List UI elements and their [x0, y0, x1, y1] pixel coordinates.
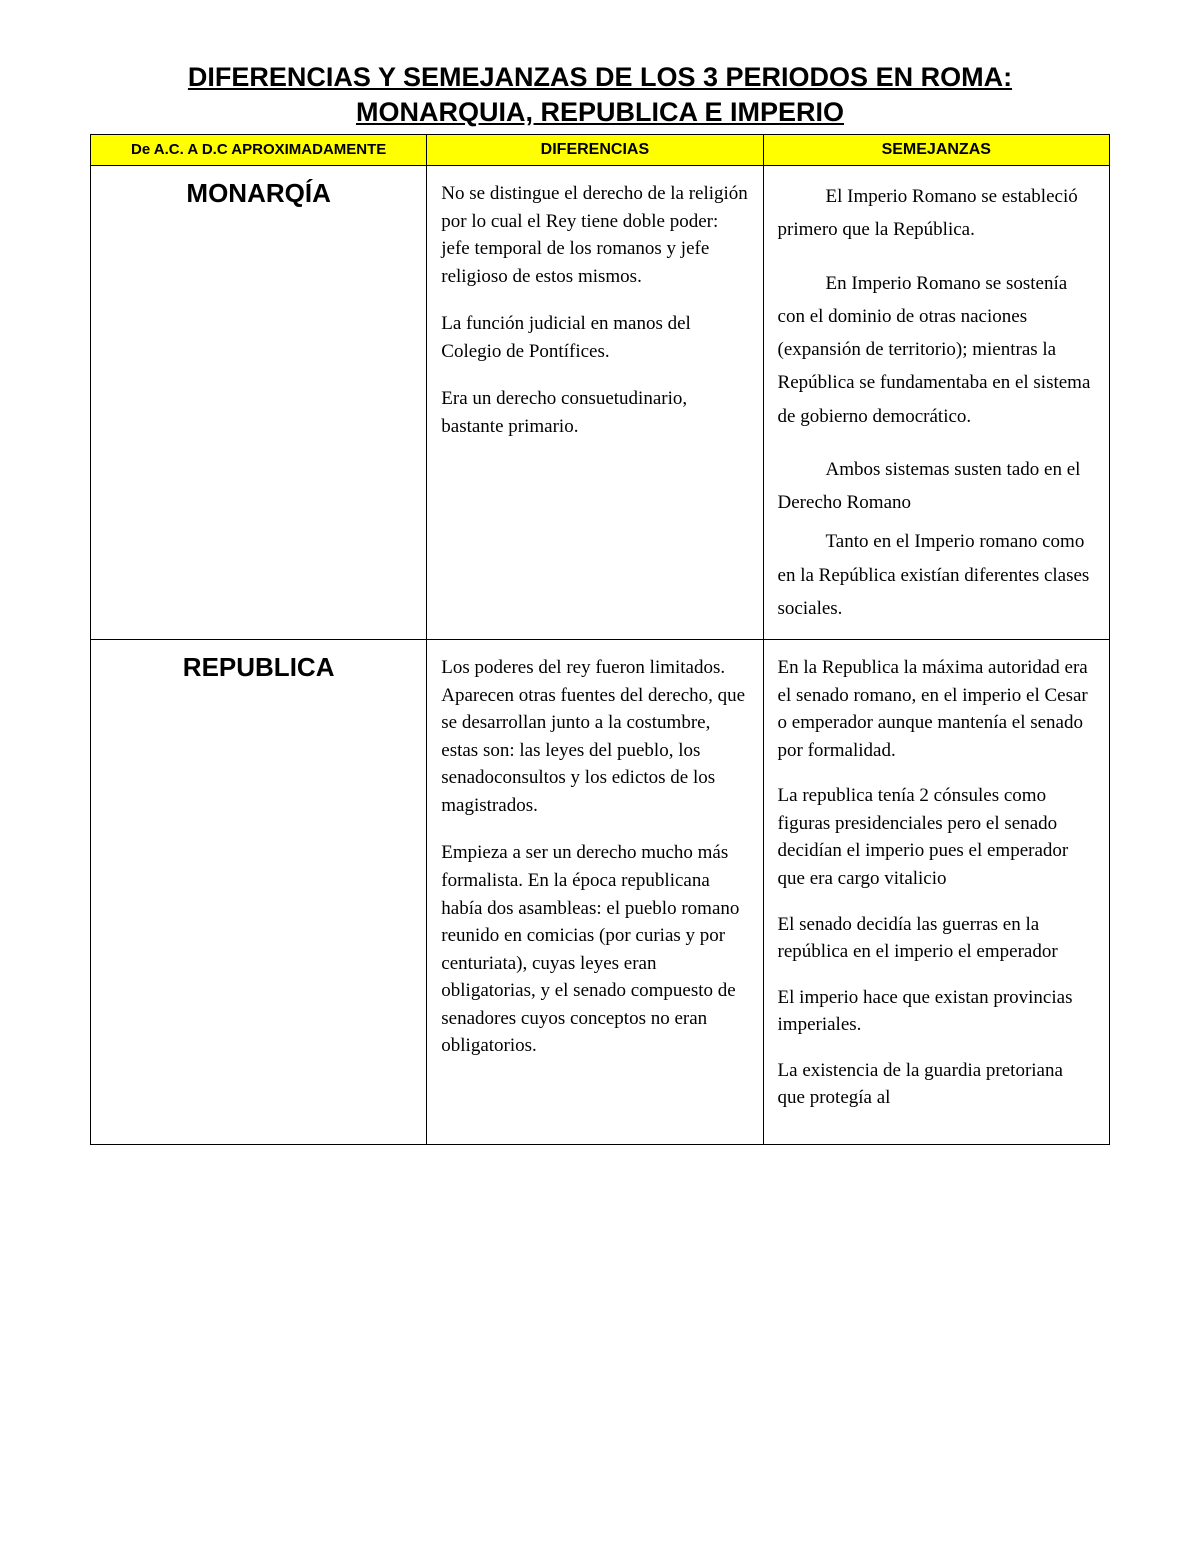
semejanzas-text: El Imperio Romano se estableció primero … — [778, 180, 1095, 247]
semejanzas-text: Tanto en el Imperio romano como en la Re… — [778, 525, 1095, 625]
semejanzas-text: La existencia de la guardia pretoriana q… — [778, 1057, 1095, 1112]
diferencias-text: No se distingue el derecho de la religió… — [441, 180, 748, 290]
semejanzas-text: En Imperio Romano se sostenía con el dom… — [778, 267, 1095, 433]
period-label-republica: REPUBLICA — [91, 640, 427, 1145]
semejanzas-monarquia: El Imperio Romano se estableció primero … — [763, 166, 1109, 640]
diferencias-text: Los poderes del rey fueron limitados. Ap… — [441, 654, 748, 819]
header-col-semejanzas: SEMEJANZAS — [763, 135, 1109, 166]
semejanzas-text: El imperio hace que existan provincias i… — [778, 984, 1095, 1039]
diferencias-monarquia: No se distingue el derecho de la religió… — [427, 166, 763, 640]
document-title: DIFERENCIAS Y SEMEJANZAS DE LOS 3 PERIOD… — [90, 60, 1110, 130]
header-col-period: De A.C. A D.C APROXIMADAMENTE — [91, 135, 427, 166]
comparison-table: De A.C. A D.C APROXIMADAMENTE DIFERENCIA… — [90, 134, 1110, 1145]
table-row: REPUBLICA Los poderes del rey fueron lim… — [91, 640, 1110, 1145]
table-row: MONARQÍA No se distingue el derecho de l… — [91, 166, 1110, 640]
semejanzas-republica: En la Republica la máxima autoridad era … — [763, 640, 1109, 1145]
table-header-row: De A.C. A D.C APROXIMADAMENTE DIFERENCIA… — [91, 135, 1110, 166]
semejanzas-text: El senado decidía las guerras en la repú… — [778, 911, 1095, 966]
diferencias-text: Empieza a ser un derecho mucho más forma… — [441, 839, 748, 1059]
title-line-2: MONARQUIA, REPUBLICA E IMPERIO — [356, 97, 844, 127]
semejanzas-text: En la Republica la máxima autoridad era … — [778, 654, 1095, 764]
diferencias-republica: Los poderes del rey fueron limitados. Ap… — [427, 640, 763, 1145]
header-col-diferencias: DIFERENCIAS — [427, 135, 763, 166]
semejanzas-text: Ambos sistemas susten tado en el Derecho… — [778, 453, 1095, 520]
diferencias-text: Era un derecho consuetudinario, bastante… — [441, 385, 748, 440]
title-line-1: DIFERENCIAS Y SEMEJANZAS DE LOS 3 PERIOD… — [188, 62, 1012, 92]
period-label-monarquia: MONARQÍA — [91, 166, 427, 640]
diferencias-text: La función judicial en manos del Colegio… — [441, 310, 748, 365]
semejanzas-text: La republica tenía 2 cónsules como figur… — [778, 782, 1095, 892]
